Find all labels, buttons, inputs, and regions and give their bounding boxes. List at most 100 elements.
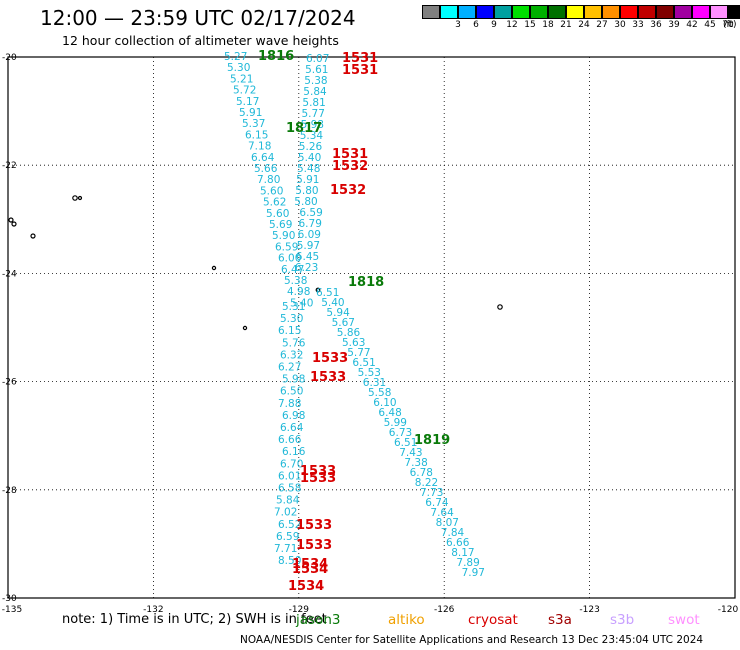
lat-tick-label: -24 [2, 269, 17, 279]
lon-tick-label: -120 [718, 605, 739, 615]
pass-time-label: 1819 [414, 433, 450, 448]
swh-value: 5.40 [290, 297, 313, 309]
swh-value: 7.38 [404, 457, 427, 469]
swh-value: 5.97 [297, 240, 320, 252]
island-outline [497, 304, 503, 310]
colorbar-swatch [530, 5, 548, 19]
swh-value: 5.61 [305, 64, 328, 76]
colorbar-label: 42 [686, 20, 698, 30]
swh-value: 6.78 [410, 467, 433, 479]
swh-value: 8.17 [451, 547, 474, 559]
lon-tick-label: -135 [2, 605, 22, 615]
swh-value: 7.64 [430, 507, 454, 519]
pass-time-label: 1534 [292, 557, 328, 572]
mission-legend-item: jason3 [296, 612, 341, 628]
colorbar-swatch [512, 5, 530, 19]
swh-value: 8.50 [278, 555, 301, 567]
swh-value: 8.07 [436, 517, 459, 529]
page-subtitle: 12 hour collection of altimeter wave hei… [62, 33, 339, 48]
swh-value: 5.91 [296, 174, 319, 186]
colorbar-swatch [584, 5, 602, 19]
pass-time-label: 1534 [288, 579, 324, 594]
island-outline [315, 287, 321, 293]
colorbar-label: 70 [722, 20, 734, 30]
page-title: 12:00 — 23:59 UTC 02/17/2024 [40, 6, 356, 30]
swh-value: 5.40 [321, 297, 344, 309]
swh-value: 5.17 [236, 96, 259, 108]
colorbar-label: 36 [650, 20, 662, 30]
colorbar-swatch [602, 5, 620, 19]
mission-legend-item: swot [668, 612, 700, 628]
lat-tick-label: -22 [2, 161, 17, 171]
colorbar-label: 6 [473, 20, 479, 30]
swh-value: 5.69 [269, 219, 292, 231]
pass-time-label: 1533 [310, 370, 346, 385]
swh-value: 6.48 [378, 407, 401, 419]
swh-value: 6.45 [296, 251, 319, 263]
mission-legend-item: altiko [388, 612, 425, 628]
footer-note: note: 1) Time is in UTC; 2) SWH is in fe… [62, 612, 327, 627]
pass-time-label: 1817 [286, 121, 322, 136]
colorbar-label: 15 [524, 20, 536, 30]
pass-time-label: 1531 [332, 147, 368, 162]
swh-value: 5.81 [302, 97, 325, 109]
pass-time-label: 1816 [258, 49, 294, 64]
swh-value: 5.77 [302, 108, 325, 120]
swh-value: 5.90 [272, 230, 295, 242]
swh-value: 5.67 [332, 317, 355, 329]
swh-value: 7.80 [257, 174, 280, 186]
swh-value: 7.73 [420, 487, 443, 499]
colorbar-label: 39 [668, 20, 680, 30]
swh-value: 6.59 [299, 207, 322, 219]
swh-value: 6.31 [363, 377, 386, 389]
swh-value: 5.30 [227, 62, 250, 74]
lon-tick-label: -129 [289, 605, 310, 615]
island-outline [72, 195, 78, 201]
swh-value: 5.58 [368, 387, 391, 399]
pass-time-label: 1531 [342, 51, 378, 66]
swh-value: 5.21 [230, 73, 253, 85]
lon-tick-label: -126 [434, 605, 455, 615]
swh-value: 6.66 [278, 434, 302, 446]
swh-value: 5.40 [298, 152, 321, 164]
colorbar-label: 33 [632, 20, 644, 30]
swh-value: 5.99 [384, 417, 407, 429]
swh-value: 6.73 [389, 427, 412, 439]
swh-value: 5.80 [295, 185, 318, 197]
swh-value: 7.97 [462, 567, 485, 579]
lat-tick-label: -26 [2, 378, 17, 388]
swh-value: 6.52 [278, 519, 301, 531]
pass-time-label: 1531 [342, 63, 378, 78]
swh-value: 6.59 [276, 531, 299, 543]
swh-value: 5.31 [282, 301, 305, 313]
lat-tick-label: -20 [2, 53, 17, 63]
swh-value: 5.34 [300, 130, 324, 142]
swh-value: 6.51 [316, 287, 339, 299]
swh-value: 5.26 [299, 141, 323, 153]
swh-value: 5.80 [294, 196, 317, 208]
swh-values: 5.275.305.215.725.175.915.376.157.186.64… [224, 51, 485, 579]
colorbar-label: (ft) [723, 20, 737, 30]
lon-tick-label: -123 [579, 605, 599, 615]
swh-value: 5.76 [282, 337, 306, 349]
colorbar-swatch [548, 5, 566, 19]
colorbar-label: 30 [614, 20, 626, 30]
lat-tick-label: -30 [2, 594, 17, 604]
colorbar-label: 45 [704, 20, 716, 30]
island-outline [77, 195, 83, 201]
pass-time-label: 1532 [332, 159, 368, 174]
swh-value: 5.62 [263, 197, 286, 209]
swh-value: 6.32 [280, 349, 303, 361]
lat-tick-label: -28 [2, 486, 17, 496]
swh-value: 5.38 [304, 75, 327, 87]
colorbar-label: 3 [455, 20, 461, 30]
swh-value: 6.15 [278, 325, 301, 337]
swh-value: 6.10 [373, 397, 396, 409]
swh-value: 7.84 [441, 527, 465, 539]
pass-time-label: 1533 [312, 351, 348, 366]
island-outline [11, 221, 17, 227]
colorbar-swatch [476, 5, 494, 19]
island-outline [211, 265, 217, 271]
swh-value: 5.53 [358, 367, 381, 379]
